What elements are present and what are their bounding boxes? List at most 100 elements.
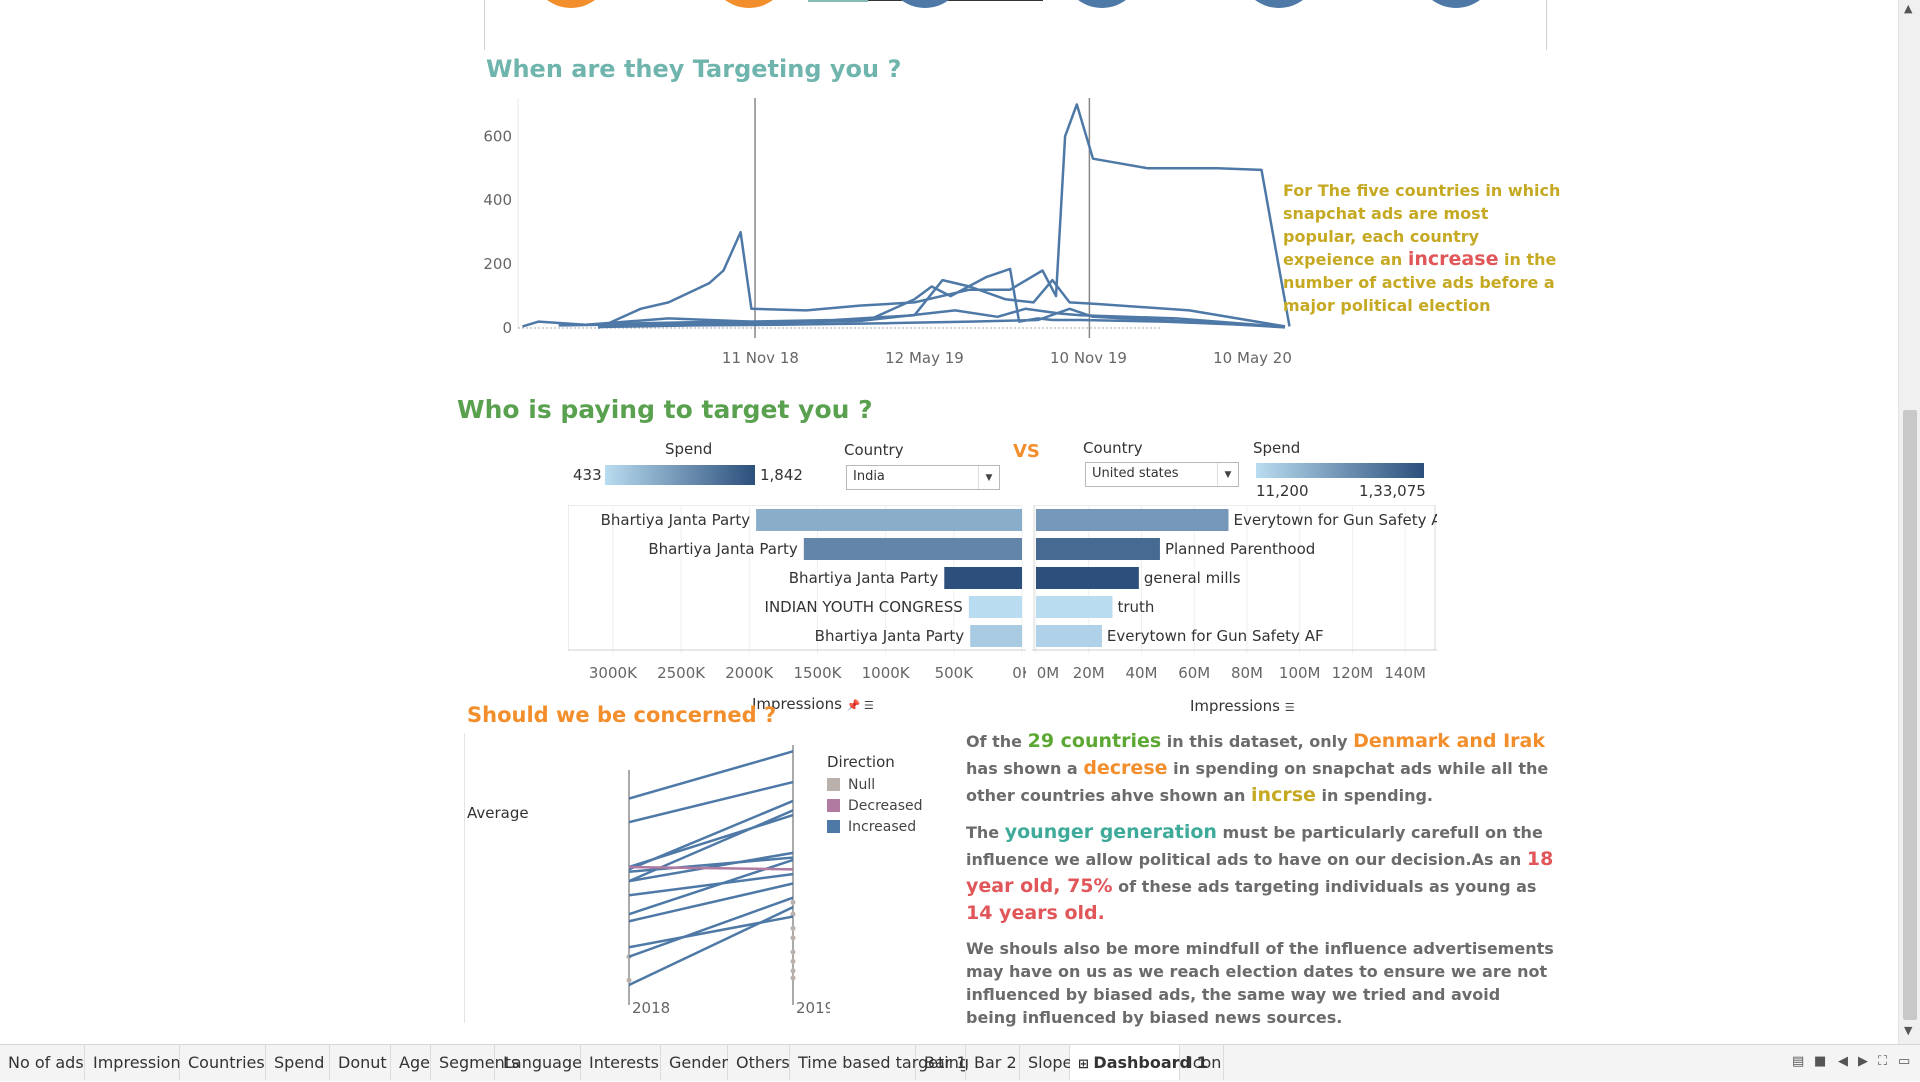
left-x-tick-label: 2000K bbox=[725, 664, 774, 682]
timing-series-line-5[interactable] bbox=[598, 307, 1286, 329]
slope-line-increased[interactable] bbox=[628, 882, 794, 923]
timing-series-line-4[interactable] bbox=[558, 307, 1286, 329]
top-circle-blue-3 bbox=[1255, 0, 1303, 8]
slope-null-point[interactable] bbox=[790, 899, 796, 905]
right-bar[interactable] bbox=[1036, 625, 1102, 647]
left-bar-label: INDIAN YOUTH CONGRESS bbox=[765, 598, 963, 616]
left-country-filter[interactable]: India ▼ bbox=[846, 465, 1000, 490]
scrollbar-thumb[interactable] bbox=[1903, 410, 1917, 1020]
y-tick-label: 0 bbox=[502, 319, 512, 337]
fullscreen-icon[interactable]: ⛶ bbox=[1878, 1054, 1888, 1069]
chevron-down-icon[interactable]: ▼ bbox=[1217, 463, 1238, 486]
previous-sheet-icon[interactable]: ◀ bbox=[1838, 1054, 1848, 1069]
left-axis-title-text: Impressions bbox=[752, 695, 842, 713]
right-x-tick-label: 60M bbox=[1178, 664, 1210, 682]
tab-no-of-ads[interactable]: No of ads bbox=[0, 1045, 85, 1080]
tab-age[interactable]: Age bbox=[391, 1045, 431, 1080]
slope-null-point[interactable] bbox=[790, 925, 796, 931]
legend-swatch-increased bbox=[827, 820, 840, 833]
slope-null-point[interactable] bbox=[790, 949, 796, 955]
slope-null-point[interactable] bbox=[790, 958, 796, 964]
right-bar-label: general mills bbox=[1144, 569, 1241, 587]
tab-spend[interactable]: Spend bbox=[266, 1045, 330, 1080]
right-x-tick-label: 40M bbox=[1125, 664, 1157, 682]
left-bar[interactable] bbox=[970, 625, 1022, 647]
x-tick-label: 12 May 19 bbox=[885, 349, 964, 367]
right-bar[interactable] bbox=[1036, 509, 1229, 531]
slope-line-increased[interactable] bbox=[628, 750, 794, 800]
paragraph-mindful: We shouls also be more mindfull of the i… bbox=[966, 939, 1554, 1027]
slope-line-increased[interactable] bbox=[628, 872, 794, 897]
average-label: Average bbox=[467, 804, 529, 822]
tab-label: Others bbox=[736, 1053, 790, 1072]
tab-language[interactable]: Language bbox=[495, 1045, 582, 1080]
tab-others[interactable]: Others bbox=[728, 1045, 790, 1080]
left-bar[interactable] bbox=[803, 538, 1022, 560]
next-sheet-icon[interactable]: ▶ bbox=[1858, 1054, 1868, 1069]
slope-line-increased[interactable] bbox=[628, 915, 794, 949]
present-icon[interactable]: ▭ bbox=[1898, 1054, 1911, 1069]
legend-item-increased[interactable]: Increased bbox=[827, 816, 923, 837]
slope-null-point[interactable] bbox=[790, 911, 796, 917]
left-bar[interactable] bbox=[968, 596, 1022, 618]
sort-icon[interactable]: ☰ bbox=[1284, 701, 1295, 714]
left-spend-min: 433 bbox=[573, 466, 602, 484]
pin-sort-icon[interactable]: 📌 ☰ bbox=[846, 699, 874, 712]
right-x-tick-label: 80M bbox=[1231, 664, 1263, 682]
legend-item-decreased[interactable]: Decreased bbox=[827, 795, 923, 816]
tab-segments[interactable]: Segments bbox=[431, 1045, 519, 1080]
slope-line-increased[interactable] bbox=[628, 780, 794, 824]
p2-h3: 14 years old. bbox=[966, 902, 1105, 924]
right-bar[interactable] bbox=[1036, 567, 1139, 589]
vs-label: VS bbox=[1013, 441, 1040, 462]
right-bar[interactable] bbox=[1036, 538, 1160, 560]
slope-line-decreased[interactable] bbox=[628, 865, 794, 871]
legend-item-null[interactable]: Null bbox=[827, 774, 923, 795]
right-axis-title: Impressions ☰ bbox=[1190, 697, 1295, 715]
sheet-tab-bar: No of ads Impression Countries Spend Donut Ag… bbox=[0, 1044, 1920, 1081]
scroll-up-icon[interactable]: ▲ bbox=[1904, 2, 1913, 15]
right-bar[interactable] bbox=[1036, 596, 1113, 618]
slope-null-point[interactable] bbox=[626, 977, 632, 983]
tab-gender[interactable]: Gender bbox=[661, 1045, 728, 1080]
filmstrip-icon[interactable]: ■ bbox=[1814, 1054, 1827, 1069]
slope-chart: 2018 2019 bbox=[626, 745, 830, 1017]
grid-view-icon[interactable]: ▤ bbox=[1792, 1054, 1805, 1069]
top-circle-blue-1 bbox=[901, 0, 949, 8]
tab-donut[interactable]: Donut bbox=[330, 1045, 391, 1080]
right-country-filter[interactable]: United states ▼ bbox=[1085, 462, 1239, 487]
slope-line-increased[interactable] bbox=[628, 856, 794, 873]
left-x-tick-label: 3000K bbox=[589, 664, 638, 682]
left-axis-title: Impressions 📌 ☰ bbox=[752, 695, 874, 713]
left-bar[interactable] bbox=[944, 567, 1022, 589]
tab-bar-2[interactable]: Bar 2 bbox=[966, 1045, 1020, 1080]
right-x-tick-label: 100M bbox=[1279, 664, 1321, 682]
tab-impression[interactable]: Impression bbox=[85, 1045, 181, 1080]
tab-bar-1[interactable]: Bar 1 bbox=[916, 1045, 967, 1080]
tab-icon[interactable]: Icon bbox=[1180, 1045, 1224, 1080]
vertical-scrollbar[interactable]: ▲ ▼ bbox=[1898, 0, 1920, 1044]
slope-null-point[interactable] bbox=[790, 968, 796, 974]
timing-series-line-1[interactable] bbox=[597, 103, 1291, 330]
left-bar[interactable] bbox=[756, 509, 1022, 531]
tab-interests[interactable]: Interests bbox=[581, 1045, 661, 1080]
tab-countries[interactable]: Countries bbox=[180, 1045, 266, 1080]
left-impressions-bar-chart: 3000K 2500K 2000K 1500K 1000K 500K 0K Bhartiya … bbox=[568, 505, 1026, 682]
tab-slope[interactable]: Slope bbox=[1020, 1045, 1072, 1080]
slope-null-point[interactable] bbox=[790, 935, 796, 941]
slope-null-point[interactable] bbox=[790, 975, 796, 981]
tab-label: Bar 2 bbox=[974, 1053, 1017, 1072]
tab-label: Donut bbox=[338, 1053, 387, 1072]
chevron-down-icon[interactable]: ▼ bbox=[978, 466, 999, 489]
p2-h1: younger generation bbox=[1004, 821, 1217, 843]
slope-line-increased[interactable] bbox=[628, 813, 794, 869]
timing-series-line-3[interactable] bbox=[585, 278, 1286, 328]
tab-time-based-targeting[interactable]: Time based targeting bbox=[790, 1045, 969, 1080]
slope-line-increased[interactable] bbox=[628, 905, 794, 987]
p1-t5: in spending. bbox=[1321, 786, 1434, 805]
tab-dashboard-1[interactable]: ⊞ Dashboard 1 bbox=[1070, 1045, 1208, 1080]
scroll-down-icon[interactable]: ▼ bbox=[1904, 1024, 1913, 1037]
x-tick-label: 11 Nov 18 bbox=[722, 349, 799, 367]
slope-line-increased[interactable] bbox=[628, 896, 794, 958]
right-impressions-bar-chart: 0M 20M 40M 60M 80M 100M 120M 140M Everytown for … bbox=[1032, 505, 1437, 682]
